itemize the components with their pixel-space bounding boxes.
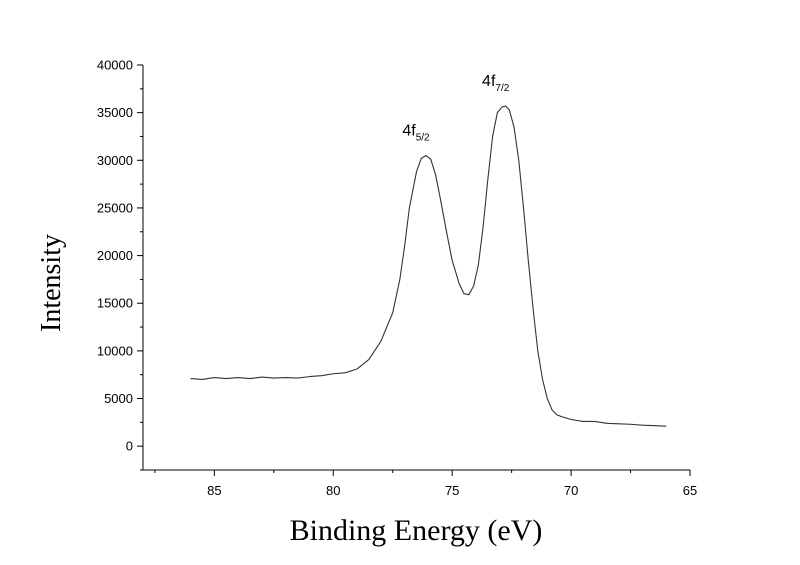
- x-tick-label: 70: [564, 483, 578, 498]
- peak-label: 4f5/2: [402, 123, 430, 144]
- y-axis-title: Intensity: [36, 234, 67, 332]
- x-tick-label: 65: [683, 483, 697, 498]
- x-tick-label: 85: [207, 483, 221, 498]
- x-axis-title: Binding Energy (eV): [290, 514, 543, 547]
- peak-label-subscript: 7/2: [495, 83, 509, 94]
- x-tick-label: 80: [326, 483, 340, 498]
- x-tick-label: 75: [445, 483, 459, 498]
- series: [190, 105, 667, 427]
- tick-labels: 0 5000 10000 15000 20000 25000 30000 35000 40000…: [97, 58, 697, 499]
- axes: [142, 65, 690, 471]
- y-tick-label: 25000: [97, 200, 133, 215]
- y-tick-label: 40000: [97, 58, 133, 73]
- peak-label-subscript: 5/2: [416, 133, 430, 144]
- y-tick-label: 5000: [104, 391, 133, 406]
- peak-label: 4f7/2: [482, 73, 510, 94]
- ticks: [137, 64, 691, 476]
- y-tick-label: 0: [126, 439, 133, 454]
- y-tick-label: 10000: [97, 343, 133, 358]
- y-tick-label: 30000: [97, 153, 133, 168]
- y-tick-label: 15000: [97, 296, 133, 311]
- y-tick-label: 20000: [97, 248, 133, 263]
- y-tick-label: 35000: [97, 105, 133, 120]
- xps-spectrum-line: [190, 105, 667, 427]
